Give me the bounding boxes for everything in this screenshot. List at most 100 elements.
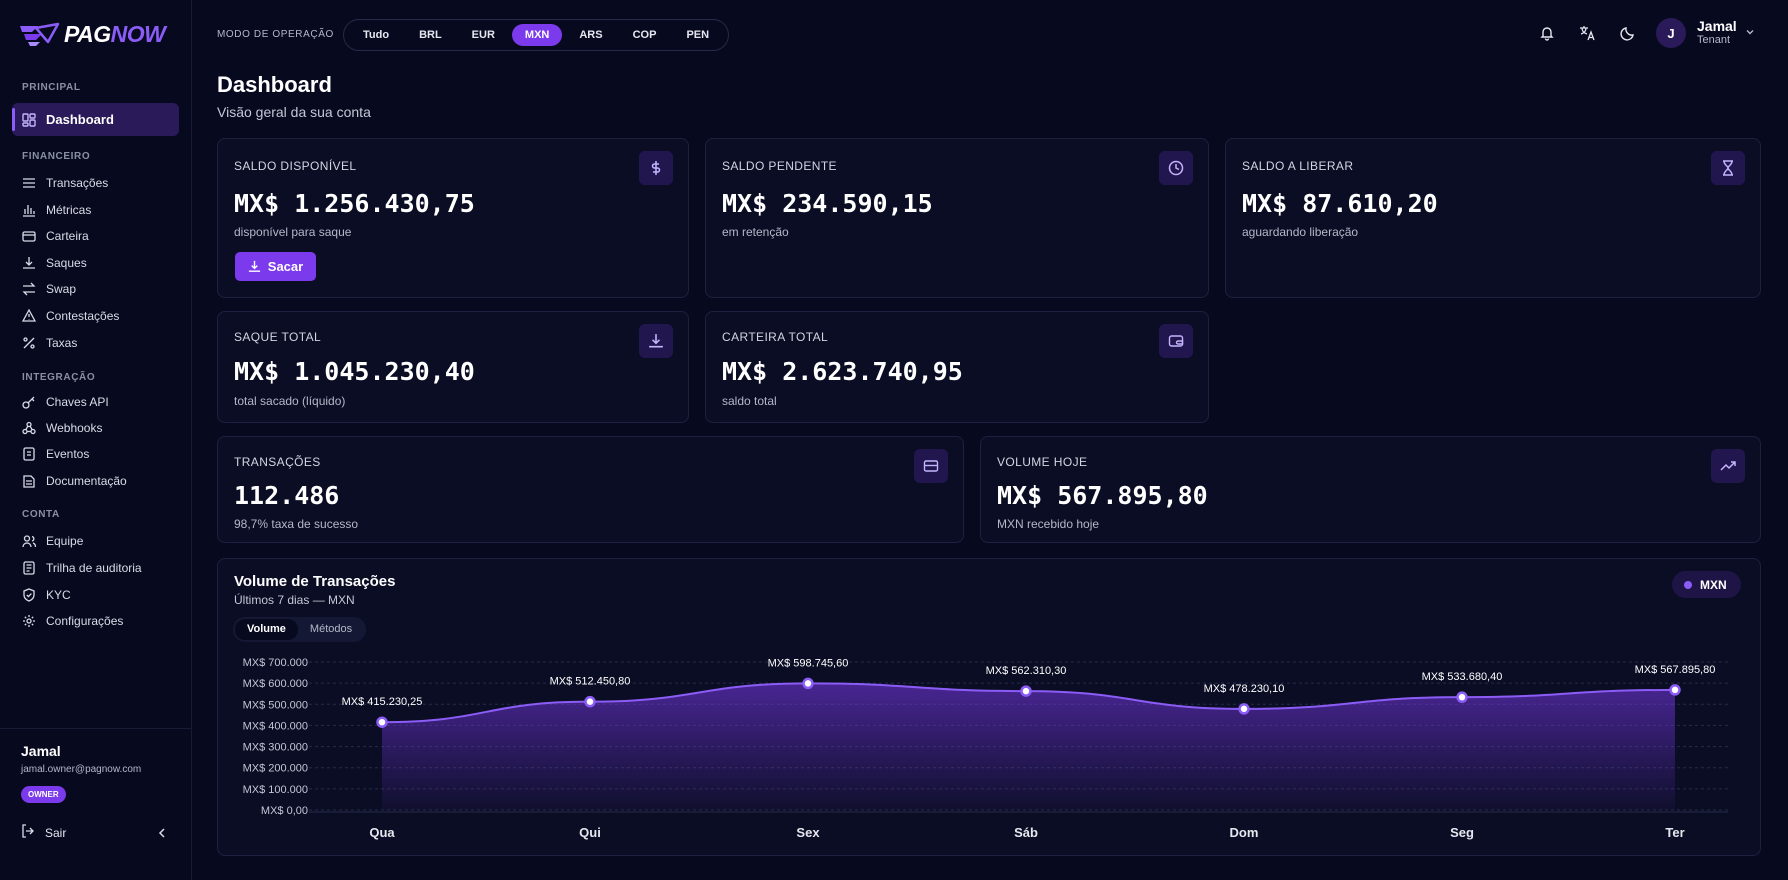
mode-button-mxn[interactable]: MXN xyxy=(511,24,563,46)
card-desc: total sacado (líquido) xyxy=(234,394,346,408)
data-label: MX$ 512.450,80 xyxy=(550,676,631,688)
x-tick-label: Qua xyxy=(369,825,395,840)
logout-icon xyxy=(21,824,35,841)
volume-chart: MX$ 700.000 MX$ 600.000 MX$ 500.000 MX$ 400… xyxy=(243,657,1728,840)
sidebar-item-label: Eventos xyxy=(46,446,90,461)
y-tick-label: MX$ 700.000 xyxy=(243,657,308,669)
data-point xyxy=(1020,685,1032,697)
y-tick-label: MX$ 400.000 xyxy=(243,720,308,732)
sidebar-item-contestacoes[interactable]: Contestações xyxy=(12,299,179,332)
card-value: MX$ 1.256.430,75 xyxy=(234,189,475,218)
profile-menu[interactable]: J Jamal Tenant xyxy=(1656,17,1756,49)
sidebar-item-configuracoes[interactable]: Configurações xyxy=(12,604,179,637)
card-volume-chart: Volume de Transações Últimos 7 dias — MX… xyxy=(217,558,1761,856)
profile-text: Jamal Tenant xyxy=(1697,19,1737,47)
tab-metodos[interactable]: Métodos xyxy=(309,623,353,635)
operation-mode-label: MODO DE OPERAÇÃO xyxy=(217,29,334,40)
card-desc: aguardando liberação xyxy=(1242,225,1359,239)
x-tick-label: Qui xyxy=(579,825,601,840)
alert-icon xyxy=(22,308,36,323)
sidebar-item-chaves-api[interactable]: Chaves API xyxy=(12,385,179,418)
sidebar-item-swap[interactable]: Swap xyxy=(12,272,179,305)
page-title: Dashboard xyxy=(217,72,332,97)
gear-icon xyxy=(22,614,36,628)
brand-name: PAGNOW xyxy=(64,20,166,47)
language-button[interactable] xyxy=(1577,23,1597,43)
legend-label: MXN xyxy=(1700,577,1727,592)
theme-toggle-button[interactable] xyxy=(1618,23,1638,43)
sidebar-item-dashboard[interactable]: Dashboard xyxy=(12,103,179,136)
sidebar-user-name: Jamal xyxy=(21,743,61,759)
sidebar-item-kyc[interactable]: KYC xyxy=(12,578,179,611)
logout-label: Sair xyxy=(45,825,67,840)
chart-legend-mxn[interactable]: MXN xyxy=(1672,571,1741,598)
brand-logo[interactable]: PAGNOW xyxy=(18,20,166,48)
mode-button-tudo[interactable]: Tudo xyxy=(363,29,390,41)
card-saldo-liberar: SALDO A LIBERAR MX$ 87.610,20 aguardando… xyxy=(1225,138,1761,298)
card-label: SALDO DISPONÍVEL xyxy=(234,159,357,173)
chart-title: Volume de Transações xyxy=(234,573,396,590)
sidebar-item-label: Webhooks xyxy=(46,420,103,435)
sidebar-item-label: Trilha de auditoria xyxy=(46,560,142,575)
notifications-button[interactable] xyxy=(1537,23,1557,43)
mode-button-pen[interactable]: PEN xyxy=(686,29,710,41)
card-carteira-total: CARTEIRA TOTAL MX$ 2.623.740,95 saldo to… xyxy=(705,311,1209,423)
sidebar-item-saques[interactable]: Saques xyxy=(12,246,179,279)
x-tick-label: Dom xyxy=(1230,825,1259,840)
data-label: MX$ 567.895,80 xyxy=(1635,664,1716,676)
sidebar-item-trilha-auditoria[interactable]: Trilha de auditoria xyxy=(12,551,179,584)
scroll-icon xyxy=(22,446,36,461)
card-value: 112.486 xyxy=(234,481,340,510)
area-fill xyxy=(382,683,1675,810)
sidebar-item-label: Contestações xyxy=(46,308,120,323)
card-saldo-pendente: SALDO PENDENTE MX$ 234.590,15 em retençã… xyxy=(705,138,1209,298)
card-desc: MXN recebido hoje xyxy=(997,517,1100,531)
sidebar-item-label: Saques xyxy=(46,255,87,270)
sidebar-item-carteira[interactable]: Carteira xyxy=(12,219,179,252)
card-value: MX$ 567.895,80 xyxy=(997,481,1208,510)
card-icon xyxy=(914,449,948,483)
chevron-left-icon xyxy=(158,828,165,838)
y-tick-label: MX$ 300.000 xyxy=(243,742,308,754)
sidebar-item-webhooks[interactable]: Webhooks xyxy=(12,411,179,444)
card-volume-hoje: VOLUME HOJE MX$ 567.895,80 MXN recebido … xyxy=(980,436,1761,543)
clock-icon xyxy=(1159,151,1193,185)
book-icon xyxy=(22,474,36,488)
sidebar-item-equipe[interactable]: Equipe xyxy=(12,524,179,557)
hourglass-icon xyxy=(1711,151,1745,185)
mode-button-eur[interactable]: EUR xyxy=(471,29,495,41)
translate-icon xyxy=(1580,26,1595,41)
withdraw-button[interactable]: Sacar xyxy=(235,252,316,281)
download-icon xyxy=(248,260,260,272)
card-label: SAQUE TOTAL xyxy=(234,330,322,344)
card-desc: 98,7% taxa de sucesso xyxy=(234,517,359,531)
sidebar-item-taxas[interactable]: Taxas xyxy=(12,326,179,359)
dashboard-icon xyxy=(22,112,36,127)
profile-name: Jamal xyxy=(1697,18,1737,34)
legend-dot xyxy=(1684,580,1692,589)
sidebar-item-metricas[interactable]: Métricas xyxy=(12,193,179,226)
card-desc: em retenção xyxy=(722,225,789,239)
mode-button-cop[interactable]: COP xyxy=(632,29,657,41)
sidebar-item-eventos[interactable]: Eventos xyxy=(12,437,179,470)
sidebar-item-transacoes[interactable]: Transações xyxy=(12,166,179,199)
sidebar-item-label: KYC xyxy=(46,587,71,602)
chart-tabs: Volume Métodos xyxy=(233,617,367,642)
sidebar-item-documentacao[interactable]: Documentação xyxy=(12,464,179,497)
tab-volume[interactable]: Volume xyxy=(235,619,298,640)
users-icon xyxy=(22,534,36,548)
mode-button-brl[interactable]: BRL xyxy=(419,29,442,41)
collapse-sidebar-button[interactable] xyxy=(156,826,168,844)
card-saldo-disponivel: SALDO DISPONÍVEL MX$ 1.256.430,75 dispon… xyxy=(217,138,689,298)
sidebar-user-email: jamal.owner@pagnow.com xyxy=(21,764,142,775)
dollar-icon xyxy=(639,151,673,185)
sidebar-item-label: Dashboard xyxy=(46,112,114,127)
wallet-icon xyxy=(1159,324,1193,358)
sidebar-footer-divider xyxy=(0,728,191,729)
sidebar-item-label: Chaves API xyxy=(46,394,109,409)
mode-button-ars[interactable]: ARS xyxy=(579,29,603,41)
download-icon xyxy=(22,256,36,270)
sidebar-item-label: Equipe xyxy=(46,533,84,548)
logout-button[interactable]: Sair xyxy=(21,824,66,841)
sidebar-item-label: Configurações xyxy=(46,613,124,628)
